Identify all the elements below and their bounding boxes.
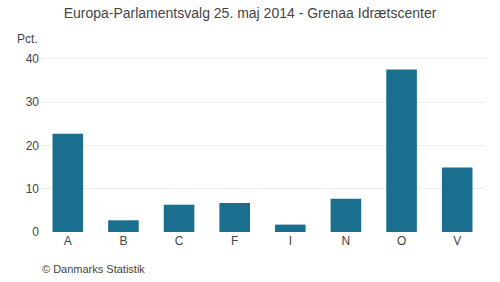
svg-text:20: 20 xyxy=(26,139,40,153)
svg-text:C: C xyxy=(175,234,184,248)
svg-text:I: I xyxy=(289,234,292,248)
svg-text:40: 40 xyxy=(26,52,40,66)
svg-text:F: F xyxy=(231,234,238,248)
svg-text:0: 0 xyxy=(32,225,39,239)
svg-text:Europa-Parlamentsvalg 25. maj: Europa-Parlamentsvalg 25. maj 2014 - Gre… xyxy=(64,5,437,21)
svg-text:N: N xyxy=(342,234,351,248)
svg-text:10: 10 xyxy=(26,182,40,196)
svg-text:Pct.: Pct. xyxy=(17,32,38,46)
svg-text:30: 30 xyxy=(26,95,40,109)
svg-text:O: O xyxy=(397,234,406,248)
svg-text:B: B xyxy=(119,234,127,248)
svg-text:A: A xyxy=(64,234,72,248)
svg-text:© Danmarks Statistik: © Danmarks Statistik xyxy=(42,263,145,275)
svg-text:V: V xyxy=(453,234,461,248)
